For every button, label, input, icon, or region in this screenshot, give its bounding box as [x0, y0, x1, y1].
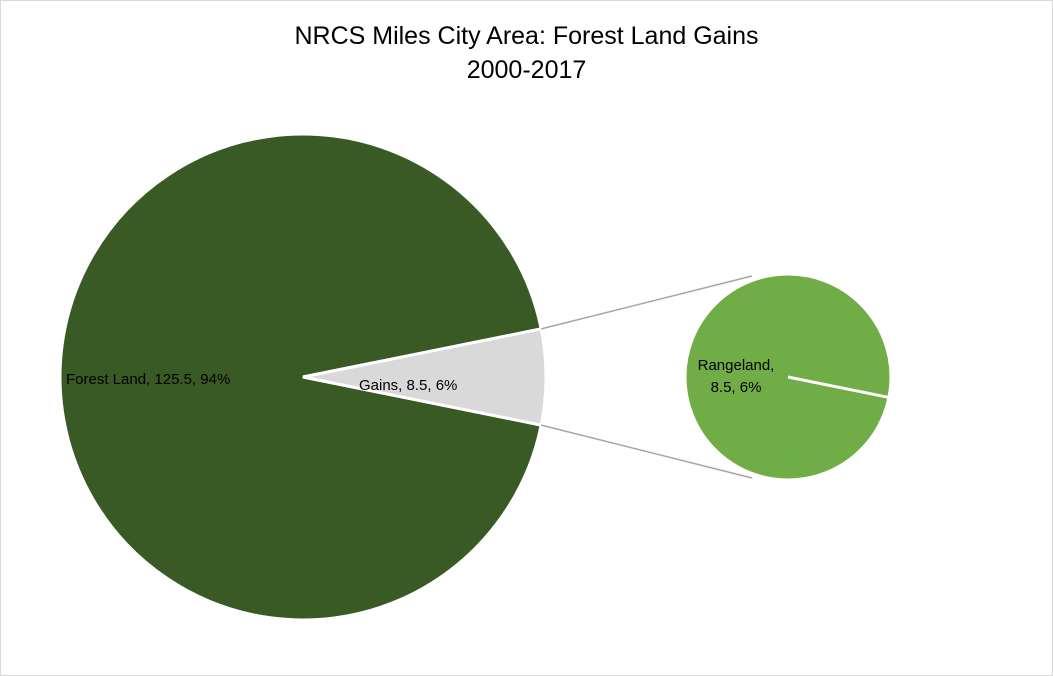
chart-title: NRCS Miles City Area: Forest Land Gains …: [1, 19, 1052, 87]
chart-title-line2: 2000-2017: [466, 56, 587, 84]
label-rangeland-line1: Rangeland,: [698, 357, 775, 374]
label-rangeland-line2: 8.5, 6%: [711, 379, 762, 396]
connector-line-top: [541, 275, 753, 330]
chart-title-line1: NRCS Miles City Area: Forest Land Gains: [294, 22, 759, 50]
label-forest-land: Forest Land, 125.5, 94%: [66, 371, 230, 388]
label-gains: Gains, 8.5, 6%: [359, 377, 457, 394]
connector-line-bottom: [541, 424, 753, 479]
slice-gains: [302, 327, 548, 427]
slice-forest-land: [58, 132, 543, 622]
rangeland-slice-edge: [787, 375, 890, 399]
